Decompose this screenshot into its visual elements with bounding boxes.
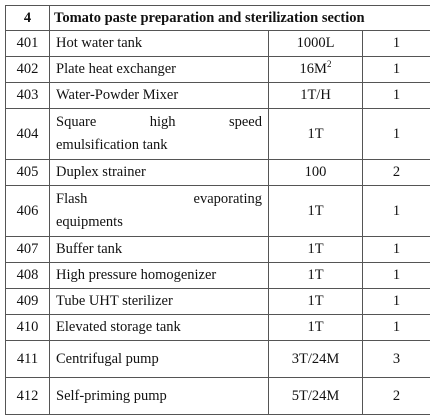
table-row: 408 High pressure homogenizer 1T 1 <box>6 263 430 289</box>
item-spec: 3T/24M <box>269 341 363 378</box>
item-name: High pressure homogenizer <box>50 263 269 289</box>
table-row: 407 Buffer tank 1T 1 <box>6 237 430 263</box>
item-spec: 1T/H <box>269 83 363 109</box>
item-spec: 1T <box>269 109 363 160</box>
item-spec: 1000L <box>269 31 363 57</box>
item-number: 411 <box>6 341 50 378</box>
item-name: Water-Powder Mixer <box>50 83 269 109</box>
item-spec: 5T/24M <box>269 378 363 415</box>
item-name: Elevated storage tank <box>50 315 269 341</box>
table-row: 406 Flash evaporating equipments 1T 1 <box>6 186 430 237</box>
table-row: 401 Hot water tank 1000L 1 <box>6 31 430 57</box>
item-name-line2: emulsification tank <box>56 137 168 153</box>
table-row: 403 Water-Powder Mixer 1T/H 1 <box>6 83 430 109</box>
item-number: 406 <box>6 186 50 237</box>
item-name: Flash evaporating equipments <box>50 186 269 237</box>
table-row: 404 Square high speed emulsification tank… <box>6 109 430 160</box>
item-spec: 1T <box>269 237 363 263</box>
item-spec: 1T <box>269 186 363 237</box>
item-name: Square high speed emulsification tank <box>50 109 269 160</box>
item-spec-superscript: 2 <box>327 59 332 69</box>
item-name: Buffer tank <box>50 237 269 263</box>
item-number: 410 <box>6 315 50 341</box>
item-spec: 16M2 <box>269 57 363 83</box>
item-name-line1: Flash evaporating <box>56 188 262 211</box>
item-number: 409 <box>6 289 50 315</box>
item-name: Tube UHT sterilizer <box>50 289 269 315</box>
item-number: 404 <box>6 109 50 160</box>
equipment-table: 4 Tomato paste preparation and steriliza… <box>5 5 430 415</box>
table-row: 411 Centrifugal pump 3T/24M 3 <box>6 341 430 378</box>
item-quantity: 2 <box>363 378 430 415</box>
item-name: Plate heat exchanger <box>50 57 269 83</box>
item-number: 401 <box>6 31 50 57</box>
item-name-line2: equipments <box>56 214 123 230</box>
item-quantity: 1 <box>363 109 430 160</box>
table-row: 405 Duplex strainer 100 2 <box>6 160 430 186</box>
table-row: 412 Self-priming pump 5T/24M 2 <box>6 378 430 415</box>
item-quantity: 1 <box>363 237 430 263</box>
item-spec: 1T <box>269 289 363 315</box>
item-quantity: 1 <box>363 31 430 57</box>
item-number: 412 <box>6 378 50 415</box>
item-quantity: 3 <box>363 341 430 378</box>
item-quantity: 1 <box>363 57 430 83</box>
item-number: 403 <box>6 83 50 109</box>
table-row: 402 Plate heat exchanger 16M2 1 <box>6 57 430 83</box>
item-name: Duplex strainer <box>50 160 269 186</box>
item-name: Self-priming pump <box>50 378 269 415</box>
item-spec-value: 16M <box>300 61 327 77</box>
item-number: 407 <box>6 237 50 263</box>
item-name: Hot water tank <box>50 31 269 57</box>
item-name: Centrifugal pump <box>50 341 269 378</box>
item-number: 402 <box>6 57 50 83</box>
item-name-line1: Square high speed <box>56 111 262 134</box>
item-spec: 1T <box>269 263 363 289</box>
item-spec: 100 <box>269 160 363 186</box>
item-spec: 1T <box>269 315 363 341</box>
item-quantity: 1 <box>363 186 430 237</box>
section-header-row: 4 Tomato paste preparation and steriliza… <box>6 6 430 31</box>
item-quantity: 2 <box>363 160 430 186</box>
item-quantity: 1 <box>363 263 430 289</box>
item-number: 408 <box>6 263 50 289</box>
item-quantity: 1 <box>363 289 430 315</box>
section-title: Tomato paste preparation and sterilizati… <box>50 6 430 31</box>
section-number: 4 <box>6 6 50 31</box>
table-row: 409 Tube UHT sterilizer 1T 1 <box>6 289 430 315</box>
item-quantity: 1 <box>363 315 430 341</box>
item-quantity: 1 <box>363 83 430 109</box>
item-number: 405 <box>6 160 50 186</box>
table-row: 410 Elevated storage tank 1T 1 <box>6 315 430 341</box>
